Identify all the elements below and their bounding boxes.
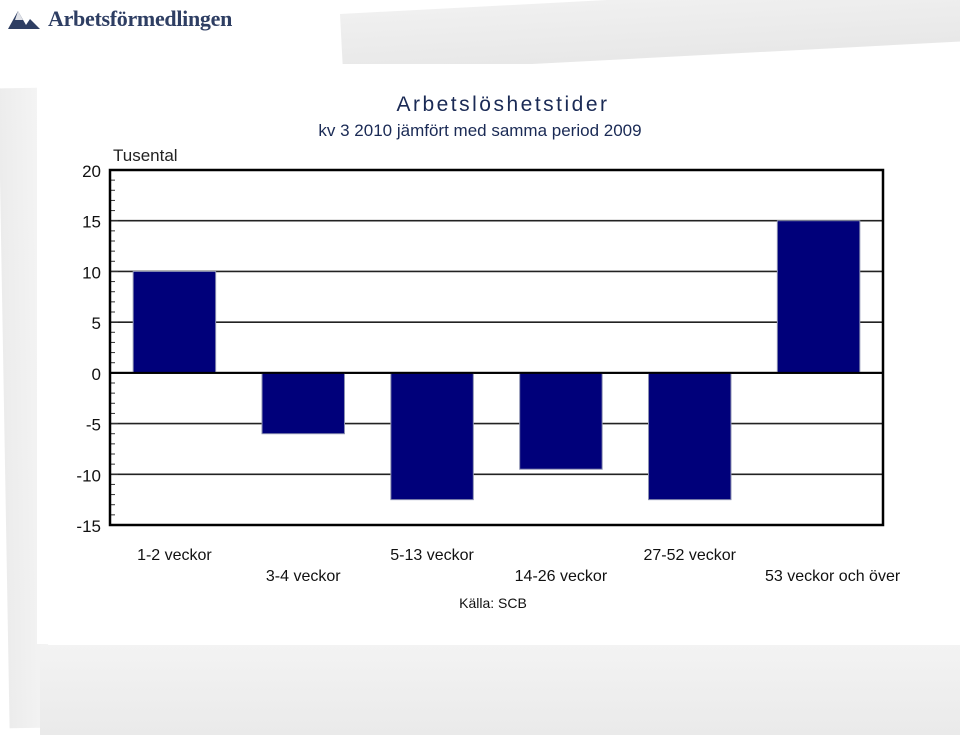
chart-title: Arbetslöshetstider (396, 93, 609, 116)
bar (390, 372, 474, 501)
y-tick-label: -10 (76, 466, 101, 485)
bar (648, 372, 732, 501)
category-label: 5-13 veckor (390, 547, 474, 564)
af-logo-icon (8, 11, 40, 29)
y-tick-label: 15 (82, 213, 101, 232)
source-note: Källa: SCB (459, 595, 527, 611)
category-label: 14-26 veckor (515, 568, 608, 585)
y-tick-label: 20 (82, 162, 101, 181)
bar (132, 270, 217, 374)
logo: Arbetsförmedlingen (6, 4, 232, 34)
bar (776, 220, 861, 374)
y-tick-labels: 20 15 10 5 0 -5 -10 -15 (76, 162, 101, 536)
y-tick-label: 5 (92, 314, 101, 333)
category-labels: 1-2 veckor 3-4 veckor 5-13 veckor 14-26 vec… (137, 547, 901, 585)
grid-lines (110, 219, 883, 476)
category-label: 53 veckor och över (765, 568, 901, 585)
bars (132, 220, 861, 501)
category-label: 1-2 veckor (137, 547, 212, 564)
chart-subtitle: kv 3 2010 jämfört med samma period 2009 (318, 121, 641, 140)
bar (519, 372, 603, 470)
bar (261, 372, 345, 435)
plot-frame (108, 168, 885, 527)
y-axis-label: Tusental (113, 146, 178, 165)
logo-text: Arbetsförmedlingen (48, 6, 233, 31)
category-label: 27-52 veckor (644, 547, 737, 564)
category-label: 3-4 veckor (266, 568, 341, 585)
y-tick-label: 0 (92, 365, 101, 384)
y-tick-label: -15 (76, 517, 101, 536)
background-shape-bottom (40, 645, 960, 735)
plot-border (108, 168, 885, 527)
y-tick-label: -5 (86, 416, 101, 435)
y-tick-label: 10 (82, 263, 101, 282)
